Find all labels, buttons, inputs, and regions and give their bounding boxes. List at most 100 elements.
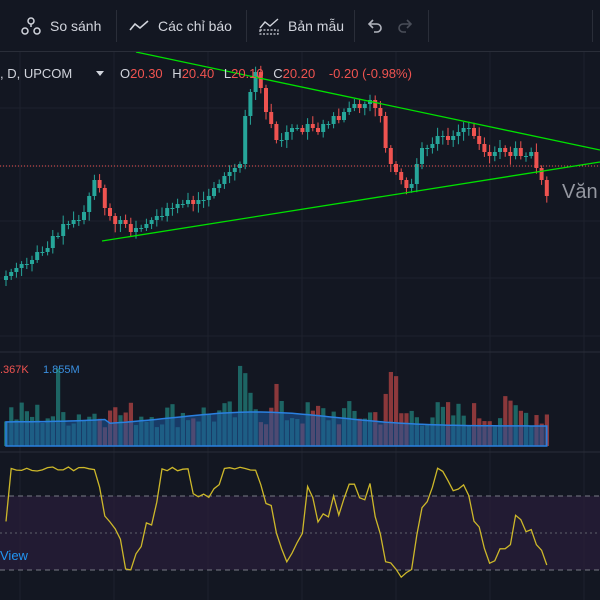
symbol-label[interactable]: , D, UPCOM <box>0 66 72 81</box>
volume-bar <box>394 376 399 446</box>
indicators-button[interactable]: Các chỉ báo <box>128 12 232 40</box>
candle-body <box>331 116 336 124</box>
candle-body <box>373 100 378 108</box>
volume-ma-value: 1.855M <box>43 364 80 376</box>
redo-icon <box>398 19 413 33</box>
candle-body <box>243 116 248 164</box>
candle-body <box>435 136 440 144</box>
volume-bar <box>446 402 451 446</box>
candle-body <box>316 128 320 132</box>
candle-body <box>487 152 492 156</box>
templates-icon <box>259 18 279 35</box>
compare-icon <box>21 17 41 35</box>
candle-body <box>71 220 76 224</box>
candle-body <box>357 104 362 108</box>
candle-body <box>425 148 430 149</box>
resistance-trendline[interactable] <box>135 52 600 151</box>
candle-body <box>201 200 206 201</box>
candle-body <box>227 172 232 176</box>
ohlc-readout: O20.30 H20.40 L20.10 C20.20 -0.20 (-0.98… <box>120 66 412 81</box>
toolbar-divider <box>592 10 593 42</box>
candle-body <box>342 112 346 120</box>
candle-body <box>362 104 367 108</box>
candle-body <box>534 152 539 168</box>
candle-body <box>300 128 305 132</box>
volume-bar <box>243 373 248 446</box>
toolbar-divider <box>116 10 117 42</box>
candle-body <box>544 180 549 196</box>
templates-button[interactable]: Bản mẫu <box>258 12 344 40</box>
candle-body <box>420 148 424 164</box>
candle-body <box>108 208 112 216</box>
candle-body <box>456 132 461 136</box>
candle-body <box>19 264 24 268</box>
candle-body <box>524 156 528 157</box>
candle-body <box>295 128 300 129</box>
chart-canvas[interactable]: Văn , D, UPCOM O20.30 H20.40 L20.10 C20.… <box>0 52 600 600</box>
candle-body <box>326 124 331 125</box>
undo-icon <box>367 19 382 33</box>
candle-body <box>35 252 40 260</box>
candle-body <box>222 176 227 184</box>
candle-body <box>399 172 404 180</box>
candle-body <box>446 136 450 140</box>
rsi-line <box>5 466 548 579</box>
candle-body <box>451 136 456 140</box>
candle-body <box>206 196 211 200</box>
undo-button[interactable] <box>366 12 384 40</box>
templates-label: Bản mẫu <box>288 18 345 34</box>
volume-bar <box>388 371 393 446</box>
candle-body <box>113 216 118 224</box>
volume-bar <box>472 403 477 446</box>
candle-body <box>160 216 164 217</box>
candle-body <box>248 92 253 116</box>
toolbar-divider <box>428 10 429 42</box>
candle-body <box>165 208 170 216</box>
support-trendline[interactable] <box>101 161 600 242</box>
candle-body <box>264 88 268 112</box>
candle-body <box>404 180 409 188</box>
redo-button[interactable] <box>396 12 414 40</box>
toolbar-divider <box>354 10 355 42</box>
candle-body <box>409 184 414 188</box>
candle-body <box>284 132 289 140</box>
candle-body <box>217 184 222 188</box>
candle-body <box>212 188 216 196</box>
compare-button[interactable]: So sánh <box>20 12 101 40</box>
candle-body <box>279 140 284 141</box>
candle-body <box>518 148 523 156</box>
candle-body <box>258 72 263 88</box>
candle-body <box>9 272 14 276</box>
candle-body <box>30 260 34 264</box>
indicators-label: Các chỉ báo <box>158 18 232 34</box>
candle-body <box>170 208 175 209</box>
candle-body <box>175 204 180 208</box>
candle-body <box>66 224 71 225</box>
candle-body <box>139 228 144 229</box>
candle-body <box>539 168 544 180</box>
chevron-down-icon[interactable] <box>96 71 104 76</box>
candle-body <box>503 148 508 152</box>
candle-body <box>40 252 45 253</box>
candle-body <box>97 180 102 188</box>
candle-body <box>76 220 81 221</box>
price-candles <box>4 65 549 286</box>
candle-body <box>430 144 435 148</box>
candle-body <box>45 248 50 252</box>
candle-body <box>144 224 149 228</box>
candle-body <box>383 116 388 148</box>
candle-body <box>134 228 138 232</box>
candle-body <box>123 220 128 224</box>
candle-body <box>492 152 497 156</box>
candle-body <box>347 108 352 112</box>
candle-body <box>394 164 398 172</box>
price-legend: , D, UPCOM O20.30 H20.40 L20.10 C20.20 -… <box>0 66 412 81</box>
indicators-icon <box>129 20 149 31</box>
candle-body <box>191 200 196 204</box>
candle-body <box>14 268 19 272</box>
top-toolbar: So sánh Các chỉ báo Bản mẫu <box>0 0 600 52</box>
candle-body <box>118 220 123 224</box>
candle-body <box>149 220 154 224</box>
candle-body <box>477 136 482 144</box>
candle-body <box>154 216 159 220</box>
